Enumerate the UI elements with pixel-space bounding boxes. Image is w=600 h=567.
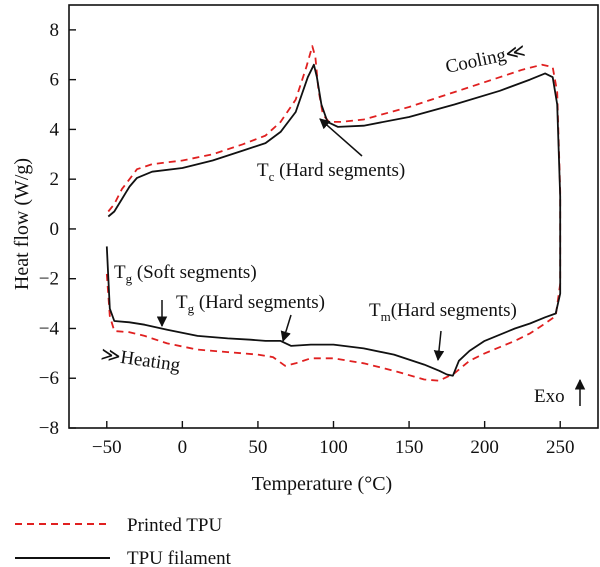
legend-printed-label: Printed TPU (127, 515, 222, 536)
x-tick-label: 250 (546, 437, 575, 458)
annotation-tg-hard: Tg (Hard segments) (176, 292, 325, 316)
x-tick-label: 200 (470, 437, 499, 458)
y-tick-label: 0 (50, 219, 60, 240)
y-tick-label: 8 (50, 20, 60, 41)
x-tick-label: 100 (319, 437, 348, 458)
annotation-tg-soft: Tg (Soft segments) (114, 262, 257, 286)
annotation-heating: ≫Heating (99, 344, 182, 376)
y-tick-label: 6 (50, 70, 60, 91)
y-tick-label: 2 (50, 169, 60, 190)
x-axis-label: Temperature (°C) (252, 473, 392, 495)
x-tick-label: 150 (395, 437, 424, 458)
annotation-tm: Tm(Hard segments) (369, 300, 517, 324)
y-tick-label: 4 (50, 119, 60, 140)
annotations: Tc (Hard segments) Tg (Soft segments) Tg (… (99, 40, 586, 407)
annotation-cooling: Cooling≪ (444, 40, 528, 77)
ticks: −50 0 50 100 150 200 250 8 6 4 2 0 −2 −4 −6 −8 (39, 20, 575, 458)
series-tpu-filament (105, 63, 562, 377)
y-tick-label: −8 (39, 418, 59, 439)
x-tick-label: 50 (248, 437, 267, 458)
annotation-tc: Tc (Hard segments) (257, 160, 405, 184)
arrow-tg-hard (280, 314, 292, 343)
y-tick-label: −2 (39, 269, 59, 290)
annotation-exo: Exo (534, 386, 565, 407)
legend-filament-label: TPU filament (127, 548, 232, 567)
y-axis-label: Heat flow (W/g) (11, 158, 33, 290)
x-tick-label: −50 (92, 437, 122, 458)
y-tick-label: −6 (39, 368, 59, 389)
arrow-tc (319, 118, 363, 157)
x-tick-label: 0 (178, 437, 188, 458)
arrow-tm (433, 330, 445, 362)
y-tick-label: −4 (39, 318, 60, 339)
series-lines (105, 45, 562, 382)
